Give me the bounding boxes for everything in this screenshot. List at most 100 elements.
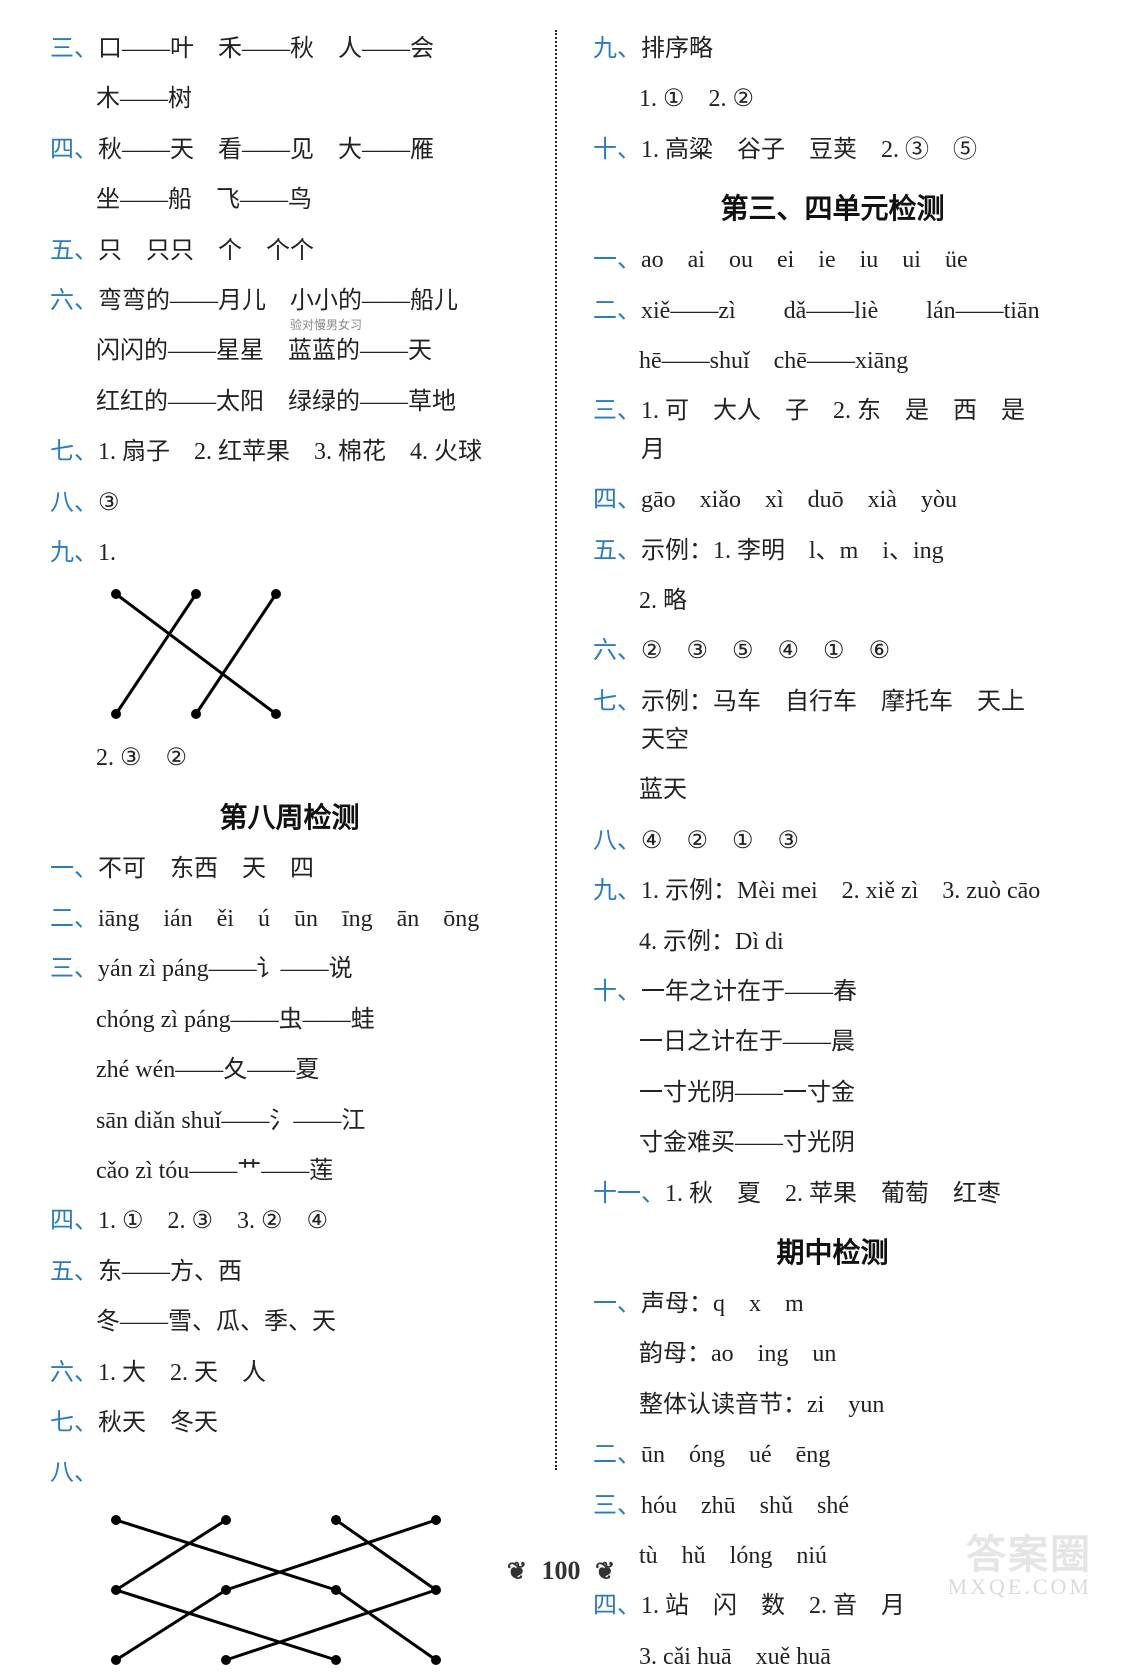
content-line: 四、1. ① 2. ③ 3. ② ④ [50, 1202, 529, 1240]
content-line: 十、1. 高粱 谷子 豆荚 2. ③ ⑤ [593, 131, 1072, 169]
line-text: xiě——zì dǎ——liè lán——tiān [641, 292, 1072, 330]
section-number: 四、 [50, 1202, 98, 1240]
section-number: 三、 [593, 392, 641, 430]
content-line: 2. 略 [639, 582, 1072, 620]
section-number: 四、 [593, 481, 641, 519]
content-line: 闪闪的——星星 蓝蓝的——天 [96, 332, 529, 370]
section-number: 一、 [593, 241, 641, 279]
content-line: 十、一年之计在于——春 [593, 973, 1072, 1011]
line-text: ② ③ ⑤ ④ ① ⑥ [641, 632, 1072, 670]
content-line: 冬——雪、瓜、季、天 [96, 1303, 529, 1341]
section-heading: 第三、四单元检测 [593, 187, 1072, 227]
line-text: 秋——天 看——见 大——雁 [98, 131, 529, 169]
line-text: 示例：1. 李明 l、m i、ing [641, 532, 1072, 570]
section-number: 三、 [593, 1487, 641, 1525]
content-line: 十一、1. 秋 夏 2. 苹果 葡萄 红枣 [593, 1175, 1072, 1213]
section-number: 九、 [593, 30, 641, 68]
column-divider [555, 30, 557, 1470]
section-number: 五、 [50, 1253, 98, 1291]
section-number: 六、 [593, 632, 641, 670]
line-text: 不可 东西 天 四 [98, 850, 529, 888]
content-line: 蓝天 [639, 771, 1072, 809]
section-number: 八、 [50, 1454, 98, 1492]
line-text: 1. 扇子 2. 红苹果 3. 棉花 4. 火球 [98, 433, 529, 471]
line-text: 2. ③ ② [96, 739, 529, 777]
overlay-note: 验对慢男女习 [290, 316, 362, 333]
section-number: 六、 [50, 282, 98, 320]
content-line: zhé wén——夂——夏 [96, 1051, 529, 1089]
section-heading: 期中检测 [593, 1231, 1072, 1271]
line-text: 1. 大 2. 天 人 [98, 1354, 529, 1392]
section-number: 八、 [593, 822, 641, 860]
line-text: 3. cǎi huā xuě huā [639, 1638, 1072, 1676]
page-container: 三、口——叶 禾——秋 人——会木——树四、秋——天 看——见 大——雁坐——船… [0, 0, 1122, 1530]
ornament-left-icon: ❦ [507, 1559, 527, 1585]
content-line: 一寸光阴——一寸金 [639, 1074, 1072, 1112]
section-number: 三、 [50, 30, 98, 68]
line-text: 弯弯的——月儿 小小的——船儿 [98, 282, 529, 320]
line-text: ④ ② ① ③ [641, 822, 1072, 860]
content-line: 三、yán zì páng——讠——说 [50, 950, 529, 988]
content-line: chóng zì páng——虫——蛙 [96, 1001, 529, 1039]
line-text: 1. [98, 534, 529, 572]
section-number: 九、 [50, 534, 98, 572]
line-text: 1. ① 2. ③ 3. ② ④ [98, 1202, 529, 1240]
right-column: 九、排序略 1. ① 2. ② 十、1. 高粱 谷子 豆荚 2. ③ ⑤ 第三、四单元… [563, 30, 1082, 1470]
line-text: gāo xiǎo xì duō xià yòu [641, 481, 1072, 519]
content-line: 三、口——叶 禾——秋 人——会 [50, 30, 529, 68]
content-line: hē——shuǐ chē——xiāng [639, 342, 1072, 380]
content-line: 3. cǎi huā xuě huā [639, 1638, 1072, 1676]
content-line: 六、② ③ ⑤ ④ ① ⑥ [593, 632, 1072, 670]
line-text: 整体认读音节：zi yun [639, 1386, 1072, 1424]
line-text: 排序略 [641, 30, 1072, 68]
line-text: 寸金难买——寸光阴 [639, 1124, 1072, 1162]
line-text: 声母：q x m [641, 1285, 1072, 1323]
content-line: sān diǎn shuǐ——氵——江 [96, 1102, 529, 1140]
content-line: 寸金难买——寸光阴 [639, 1124, 1072, 1162]
section-number: 五、 [593, 532, 641, 570]
line-text: 1. 示例：Mèi mei 2. xiě zì 3. zuò cāo [641, 872, 1072, 910]
section-number: 七、 [50, 433, 98, 471]
line-text: 闪闪的——星星 蓝蓝的——天 [96, 332, 529, 370]
line-text: hóu zhū shǔ shé [641, 1487, 1072, 1525]
content-line: 二、ūn óng ué ēng [593, 1436, 1072, 1474]
line-text: 蓝天 [639, 771, 1072, 809]
section-number: 四、 [50, 131, 98, 169]
line-text: ③ [98, 484, 529, 522]
line-text: 一日之计在于——晨 [639, 1023, 1072, 1061]
content-line: 四、gāo xiǎo xì duō xià yòu [593, 481, 1072, 519]
content-line: 二、iāng ián ěi ú ūn īng ān ōng [50, 900, 529, 938]
line-text: ao ai ou ei ie iu ui üe [641, 241, 1072, 279]
watermark-sub: MXQE.COM [948, 1574, 1092, 1600]
line-text: 1. ① 2. ② [639, 80, 1072, 118]
section-number: 十、 [593, 131, 641, 169]
content-line: 七、1. 扇子 2. 红苹果 3. 棉花 4. 火球 [50, 433, 529, 471]
content-line: 整体认读音节：zi yun [639, 1386, 1072, 1424]
section-number: 八、 [50, 484, 98, 522]
line-text: 2. 略 [639, 582, 1072, 620]
section-number: 十、 [593, 973, 641, 1011]
section-number: 六、 [50, 1354, 98, 1392]
line-text: 4. 示例：Dì di [639, 923, 1072, 961]
content-line: 五、只 只只 个 个个 [50, 232, 529, 270]
content-line: 六、1. 大 2. 天 人 [50, 1354, 529, 1392]
line-text: 口——叶 禾——秋 人——会 [98, 30, 529, 68]
content-line: 五、东——方、西 [50, 1253, 529, 1291]
ornament-right-icon: ❦ [595, 1559, 615, 1585]
section-number: 二、 [50, 900, 98, 938]
section-number: 五、 [50, 232, 98, 270]
content-line: 七、示例：马车 自行车 摩托车 天上 天空 [593, 683, 1072, 760]
content-line: 八、④ ② ① ③ [593, 822, 1072, 860]
content-line: 八、③ [50, 484, 529, 522]
line-text: 秋天 冬天 [98, 1404, 529, 1442]
content-line: 一、不可 东西 天 四 [50, 850, 529, 888]
section-number: 四、 [593, 1587, 641, 1625]
content-line: 韵母：ao ing un [639, 1335, 1072, 1373]
section-number: 一、 [593, 1285, 641, 1323]
page-number: 100 [542, 1556, 581, 1585]
content-line: 二、xiě——zì dǎ——liè lán——tiān [593, 292, 1072, 330]
content-line: 一、ao ai ou ei ie iu ui üe [593, 241, 1072, 279]
line-text: 木——树 [96, 80, 529, 118]
content-line: 木——树 [96, 80, 529, 118]
content-line: 一日之计在于——晨 [639, 1023, 1072, 1061]
